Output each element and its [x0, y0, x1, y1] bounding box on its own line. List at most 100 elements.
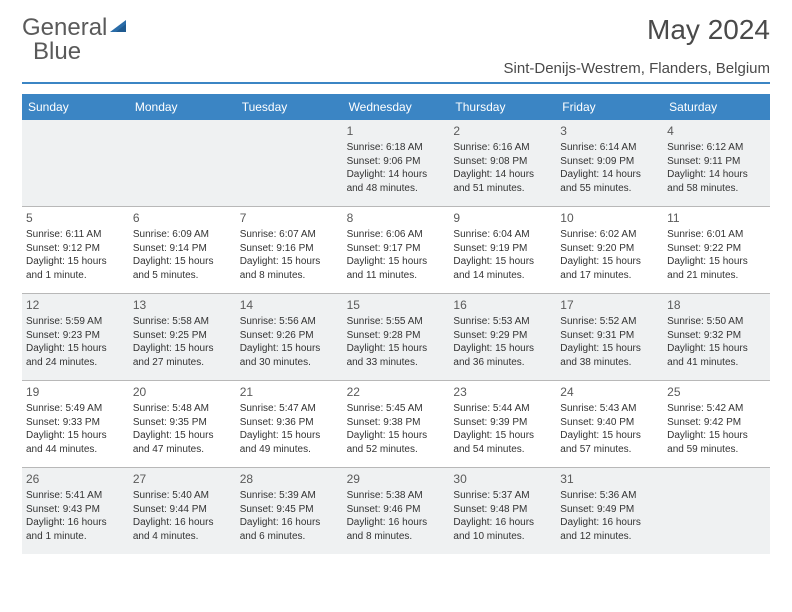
calendar-cell: 18Sunrise: 5:50 AMSunset: 9:32 PMDayligh… — [663, 294, 770, 380]
day-number: 16 — [453, 297, 552, 313]
sunrise-text: Sunrise: 5:52 AM — [560, 315, 659, 329]
daylight1-text: Daylight: 14 hours — [347, 168, 446, 182]
sunset-text: Sunset: 9:33 PM — [26, 416, 125, 430]
daylight2-text: and 33 minutes. — [347, 356, 446, 370]
daylight2-text: and 1 minute. — [26, 269, 125, 283]
calendar-cell: 13Sunrise: 5:58 AMSunset: 9:25 PMDayligh… — [129, 294, 236, 380]
daylight1-text: Daylight: 15 hours — [133, 429, 232, 443]
sunset-text: Sunset: 9:39 PM — [453, 416, 552, 430]
day-number: 18 — [667, 297, 766, 313]
sunset-text: Sunset: 9:31 PM — [560, 329, 659, 343]
sunrise-text: Sunrise: 5:44 AM — [453, 402, 552, 416]
daylight1-text: Daylight: 14 hours — [667, 168, 766, 182]
calendar-cell: 24Sunrise: 5:43 AMSunset: 9:40 PMDayligh… — [556, 381, 663, 467]
calendar-cell: 28Sunrise: 5:39 AMSunset: 9:45 PMDayligh… — [236, 468, 343, 554]
daylight2-text: and 57 minutes. — [560, 443, 659, 457]
sunset-text: Sunset: 9:12 PM — [26, 242, 125, 256]
sunset-text: Sunset: 9:32 PM — [667, 329, 766, 343]
calendar-cell: 7Sunrise: 6:07 AMSunset: 9:16 PMDaylight… — [236, 207, 343, 293]
daylight2-text: and 14 minutes. — [453, 269, 552, 283]
sunrise-text: Sunrise: 5:36 AM — [560, 489, 659, 503]
calendar-cell: 20Sunrise: 5:48 AMSunset: 9:35 PMDayligh… — [129, 381, 236, 467]
sunset-text: Sunset: 9:20 PM — [560, 242, 659, 256]
day-number: 29 — [347, 471, 446, 487]
daylight1-text: Daylight: 15 hours — [453, 429, 552, 443]
daylight2-text: and 49 minutes. — [240, 443, 339, 457]
sunrise-text: Sunrise: 5:50 AM — [667, 315, 766, 329]
calendar-cell — [129, 120, 236, 206]
sunrise-text: Sunrise: 6:02 AM — [560, 228, 659, 242]
sunrise-text: Sunrise: 5:39 AM — [240, 489, 339, 503]
daylight1-text: Daylight: 15 hours — [240, 255, 339, 269]
day-header: Saturday — [663, 94, 770, 120]
daylight1-text: Daylight: 16 hours — [133, 516, 232, 530]
sunrise-text: Sunrise: 6:18 AM — [347, 141, 446, 155]
daylight2-text: and 36 minutes. — [453, 356, 552, 370]
day-number: 3 — [560, 123, 659, 139]
calendar-cell: 1Sunrise: 6:18 AMSunset: 9:06 PMDaylight… — [343, 120, 450, 206]
calendar-cell: 3Sunrise: 6:14 AMSunset: 9:09 PMDaylight… — [556, 120, 663, 206]
sunset-text: Sunset: 9:43 PM — [26, 503, 125, 517]
sunset-text: Sunset: 9:40 PM — [560, 416, 659, 430]
day-number: 17 — [560, 297, 659, 313]
sunrise-text: Sunrise: 5:43 AM — [560, 402, 659, 416]
calendar-cell: 22Sunrise: 5:45 AMSunset: 9:38 PMDayligh… — [343, 381, 450, 467]
calendar-cell: 26Sunrise: 5:41 AMSunset: 9:43 PMDayligh… — [22, 468, 129, 554]
calendar-week: 19Sunrise: 5:49 AMSunset: 9:33 PMDayligh… — [22, 380, 770, 467]
day-number: 24 — [560, 384, 659, 400]
calendar-cell: 4Sunrise: 6:12 AMSunset: 9:11 PMDaylight… — [663, 120, 770, 206]
daylight1-text: Daylight: 16 hours — [347, 516, 446, 530]
daylight1-text: Daylight: 16 hours — [26, 516, 125, 530]
day-number: 22 — [347, 384, 446, 400]
sunrise-text: Sunrise: 5:41 AM — [26, 489, 125, 503]
day-number: 31 — [560, 471, 659, 487]
calendar-cell: 25Sunrise: 5:42 AMSunset: 9:42 PMDayligh… — [663, 381, 770, 467]
day-header: Tuesday — [236, 94, 343, 120]
sunset-text: Sunset: 9:19 PM — [453, 242, 552, 256]
sunrise-text: Sunrise: 5:59 AM — [26, 315, 125, 329]
daylight1-text: Daylight: 15 hours — [347, 342, 446, 356]
calendar-cell — [663, 468, 770, 554]
day-number: 8 — [347, 210, 446, 226]
day-number: 15 — [347, 297, 446, 313]
sunrise-text: Sunrise: 6:12 AM — [667, 141, 766, 155]
day-header: Monday — [129, 94, 236, 120]
sunrise-text: Sunrise: 6:09 AM — [133, 228, 232, 242]
sunset-text: Sunset: 9:46 PM — [347, 503, 446, 517]
sunrise-text: Sunrise: 6:07 AM — [240, 228, 339, 242]
sunset-text: Sunset: 9:44 PM — [133, 503, 232, 517]
sunrise-text: Sunrise: 6:14 AM — [560, 141, 659, 155]
sunrise-text: Sunrise: 6:16 AM — [453, 141, 552, 155]
daylight1-text: Daylight: 15 hours — [667, 429, 766, 443]
daylight2-text: and 4 minutes. — [133, 530, 232, 544]
month-title: May 2024 — [647, 14, 770, 46]
sunrise-text: Sunrise: 6:11 AM — [26, 228, 125, 242]
calendar-cell: 27Sunrise: 5:40 AMSunset: 9:44 PMDayligh… — [129, 468, 236, 554]
sunrise-text: Sunrise: 5:55 AM — [347, 315, 446, 329]
sunset-text: Sunset: 9:36 PM — [240, 416, 339, 430]
daylight2-text: and 27 minutes. — [133, 356, 232, 370]
day-header: Thursday — [449, 94, 556, 120]
daylight1-text: Daylight: 16 hours — [560, 516, 659, 530]
sunset-text: Sunset: 9:49 PM — [560, 503, 659, 517]
sunset-text: Sunset: 9:25 PM — [133, 329, 232, 343]
daylight1-text: Daylight: 15 hours — [133, 342, 232, 356]
sunset-text: Sunset: 9:17 PM — [347, 242, 446, 256]
daylight1-text: Daylight: 15 hours — [26, 255, 125, 269]
location-text: Sint-Denijs-Westrem, Flanders, Belgium — [22, 60, 770, 84]
sunset-text: Sunset: 9:22 PM — [667, 242, 766, 256]
day-header: Friday — [556, 94, 663, 120]
sunset-text: Sunset: 9:23 PM — [26, 329, 125, 343]
sunrise-text: Sunrise: 5:38 AM — [347, 489, 446, 503]
daylight2-text: and 5 minutes. — [133, 269, 232, 283]
day-header: Sunday — [22, 94, 129, 120]
weeks-container: 1Sunrise: 6:18 AMSunset: 9:06 PMDaylight… — [22, 120, 770, 554]
day-header: Wednesday — [343, 94, 450, 120]
daylight2-text: and 48 minutes. — [347, 182, 446, 196]
sunrise-text: Sunrise: 6:04 AM — [453, 228, 552, 242]
day-number: 6 — [133, 210, 232, 226]
daylight1-text: Daylight: 15 hours — [240, 429, 339, 443]
day-number: 23 — [453, 384, 552, 400]
calendar-cell: 2Sunrise: 6:16 AMSunset: 9:08 PMDaylight… — [449, 120, 556, 206]
daylight2-text: and 58 minutes. — [667, 182, 766, 196]
